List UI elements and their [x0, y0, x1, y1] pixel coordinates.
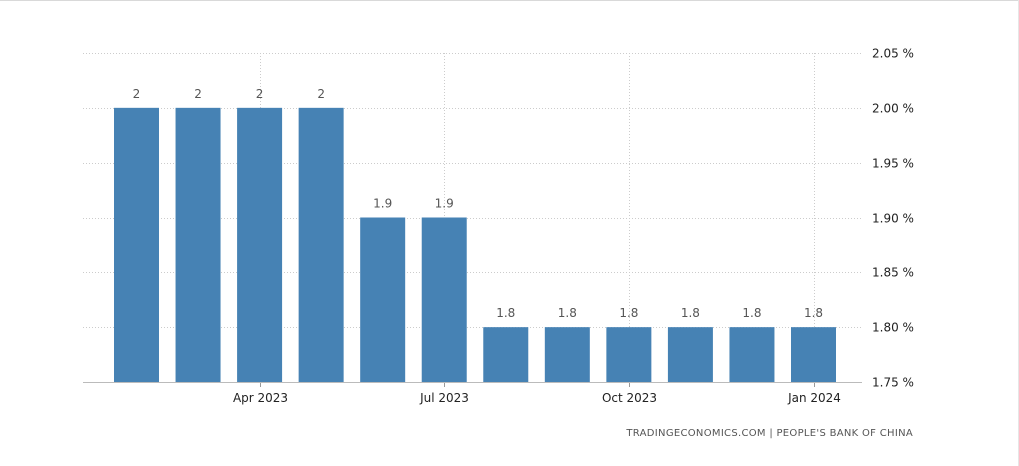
bar	[114, 107, 159, 382]
bar-value-label: 2	[256, 87, 264, 101]
x-tick-label: Oct 2023	[602, 391, 657, 405]
bar	[667, 327, 713, 382]
bar	[729, 327, 775, 382]
y-tick-label: 1.85 %	[872, 266, 914, 280]
y-tick-label: 1.90 %	[872, 212, 914, 226]
bar-value-label: 1.8	[804, 306, 823, 320]
bar	[237, 107, 283, 382]
bar-value-label: 2	[133, 87, 141, 101]
bar	[421, 217, 467, 382]
source-label: TRADINGECONOMICS.COM | PEOPLE'S BANK OF …	[626, 428, 913, 439]
bar	[483, 327, 529, 382]
bar-value-label: 1.9	[373, 197, 392, 211]
y-tick-label: 1.80 %	[872, 321, 914, 335]
bar-value-label: 1.8	[681, 306, 700, 320]
y-tick-label: 1.95 %	[872, 157, 914, 171]
y-tick-label: 2.05 %	[872, 47, 914, 61]
bar	[360, 217, 406, 382]
bar	[298, 107, 344, 382]
bar-value-label: 1.9	[435, 197, 454, 211]
top-border	[0, 0, 1019, 1]
y-tick-label: 1.75 %	[872, 376, 914, 390]
x-tick-label: Jan 2024	[787, 391, 841, 405]
bar	[791, 327, 836, 382]
bar	[175, 107, 221, 382]
bar	[544, 327, 590, 382]
bar-value-label: 2	[317, 87, 325, 101]
bar-value-label: 2	[194, 87, 202, 101]
y-tick-label: 2.00 %	[872, 102, 914, 116]
x-tick-label: Jul 2023	[419, 391, 469, 405]
bar-value-label: 1.8	[558, 306, 577, 320]
bar-value-label: 1.8	[619, 306, 638, 320]
bar-value-label: 1.8	[496, 306, 515, 320]
x-tick-label: Apr 2023	[233, 391, 288, 405]
bar-value-label: 1.8	[742, 306, 761, 320]
bar	[606, 327, 652, 382]
